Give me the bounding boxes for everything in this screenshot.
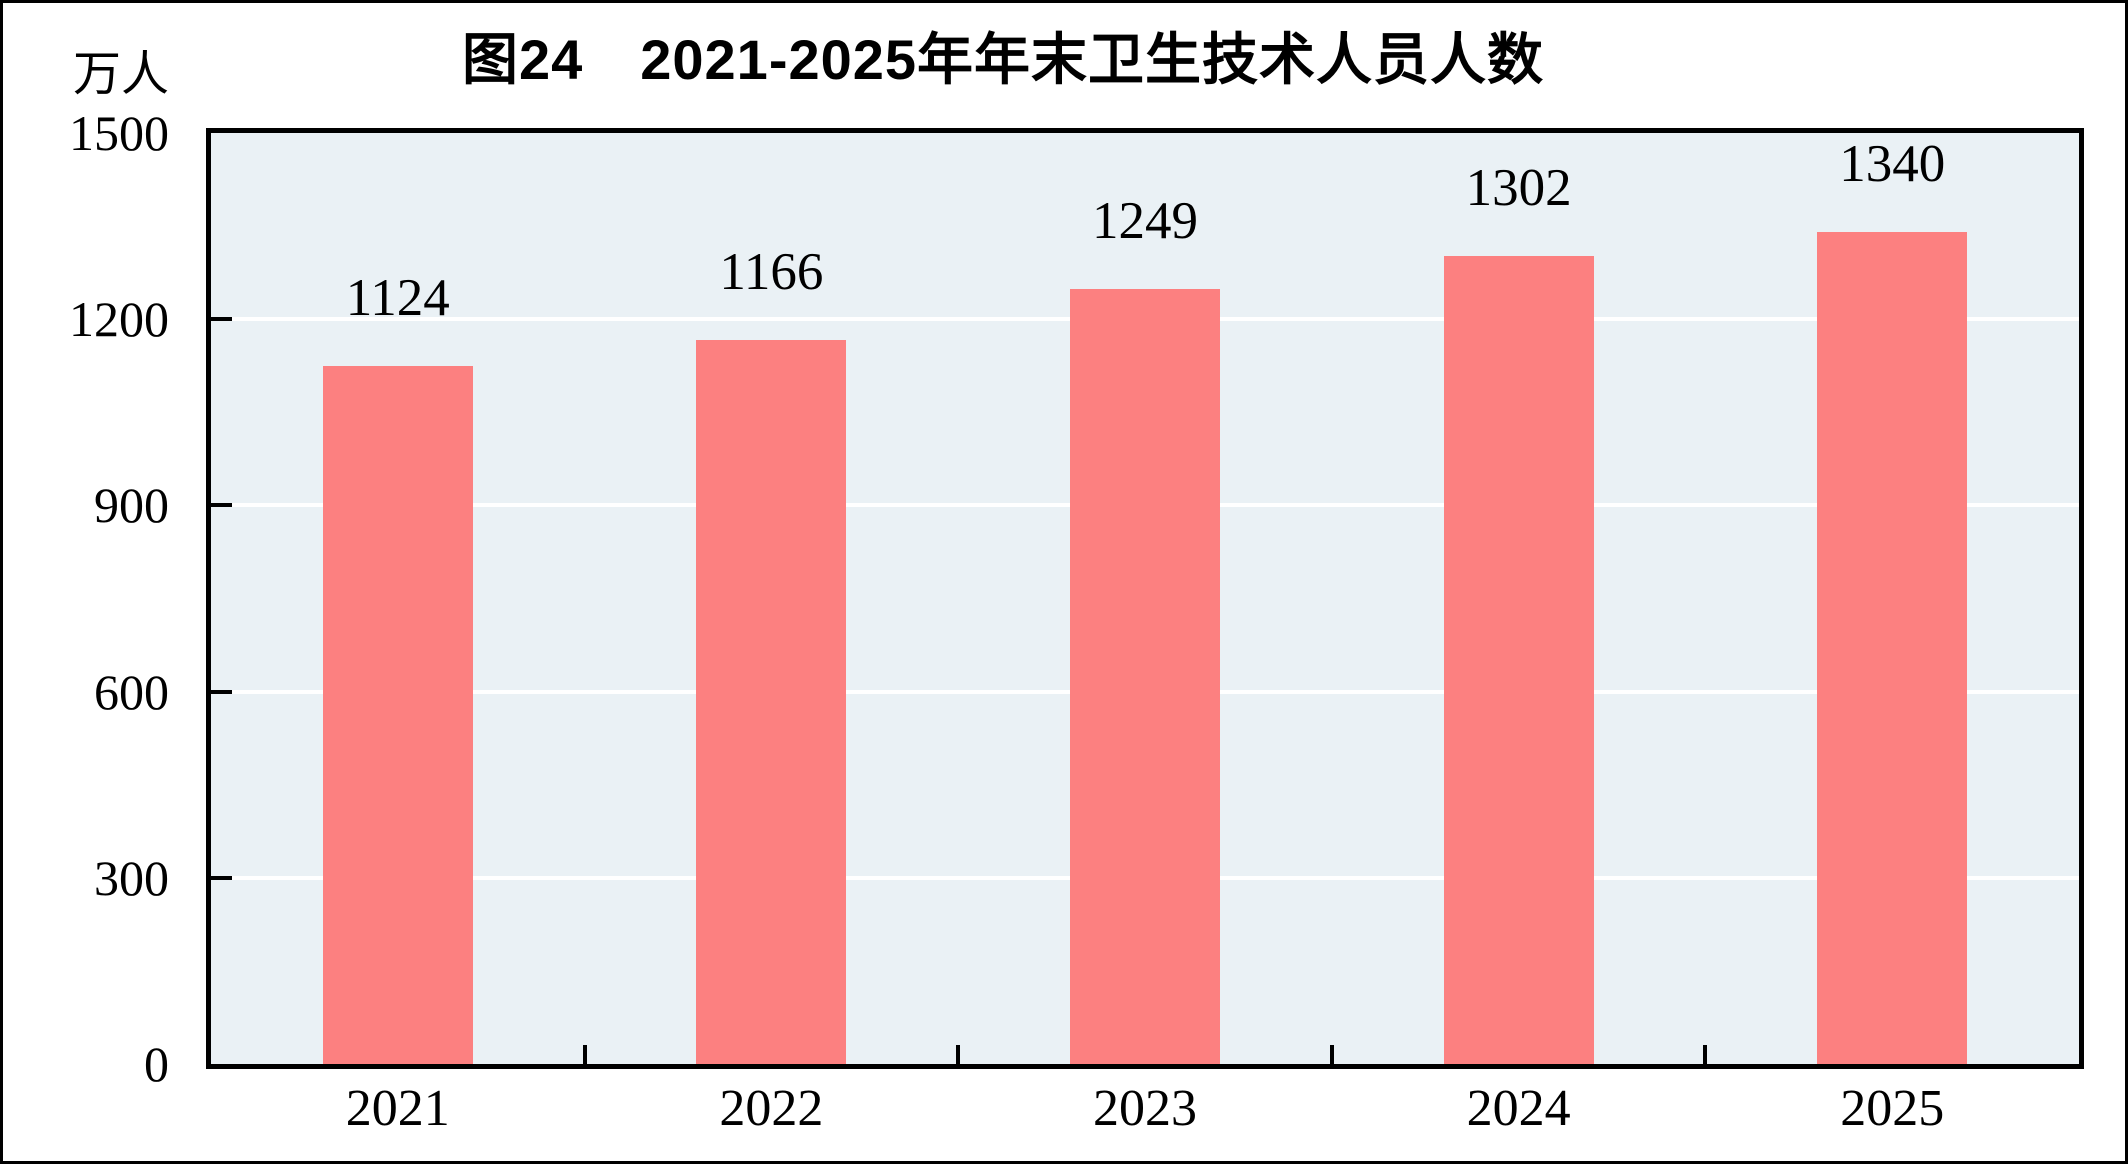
y-axis-label-900: 900	[94, 477, 169, 534]
y-tick-1200	[210, 317, 232, 322]
x-tick-3	[1329, 1045, 1334, 1064]
x-axis-label-2021: 2021	[345, 1080, 450, 1137]
bar-2021	[322, 366, 473, 1064]
bar-2025	[1817, 232, 1968, 1064]
y-axis-label-0: 0	[144, 1036, 169, 1092]
y-axis-label-300: 300	[94, 849, 169, 906]
x-tick-2	[956, 1045, 961, 1064]
x-axis-label-2024: 2024	[1466, 1080, 1571, 1137]
y-axis-unit-label: 万人	[72, 48, 169, 101]
bar-value-label-2021: 1124	[345, 269, 450, 328]
y-axis-label-1500: 1500	[69, 105, 169, 161]
bar-2024	[1443, 255, 1594, 1064]
plot-area: 1124 1166 1249 1302 1340	[206, 128, 2084, 1069]
bar-value-label-2024: 1302	[1465, 158, 1572, 217]
y-tick-900	[210, 503, 232, 508]
bar-2023	[1070, 288, 1220, 1064]
bar-2022	[696, 340, 847, 1064]
bar-value-label-2023: 1249	[1092, 191, 1198, 250]
chart-title: 图24 2021-2025年年末卫生技术人员人数	[461, 28, 1545, 91]
x-axis-label-2025: 2025	[1840, 1080, 1945, 1137]
bar-value-label-2022: 1166	[719, 243, 824, 302]
y-tick-600	[210, 689, 232, 694]
y-axis-label-1200: 1200	[69, 291, 169, 348]
x-tick-1	[582, 1045, 587, 1064]
y-axis-label-600: 600	[94, 663, 169, 720]
x-axis-label-2022: 2022	[719, 1080, 824, 1137]
bar-value-label-2025: 1340	[1839, 135, 1946, 194]
x-axis-label-2023: 2023	[1092, 1080, 1197, 1137]
x-tick-4	[1703, 1045, 1708, 1064]
y-tick-300	[210, 875, 232, 880]
